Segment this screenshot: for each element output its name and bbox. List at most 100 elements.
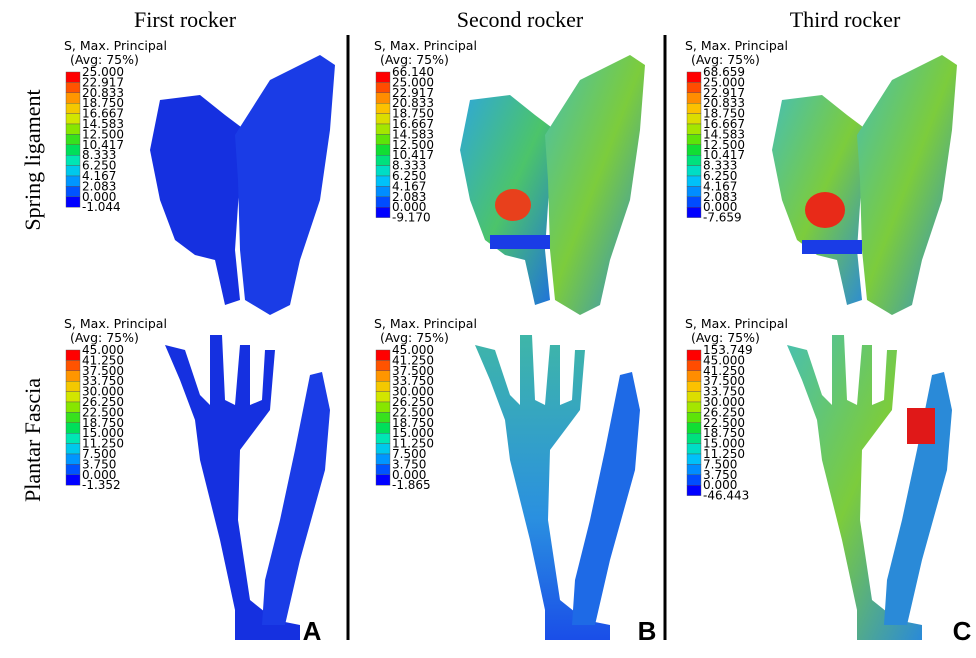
colorbar-band	[66, 103, 80, 113]
colorbar-band	[66, 134, 80, 144]
colorbar-band	[687, 207, 701, 217]
colorbar-band	[687, 412, 701, 422]
colorbar-band	[66, 444, 80, 454]
colorbar-band	[66, 350, 80, 360]
colorbar-band	[687, 423, 701, 433]
colorbar-band	[376, 423, 390, 433]
fascia-shape	[262, 372, 330, 625]
colorbar-band	[376, 392, 390, 402]
legend-title: S, Max. Principal	[685, 38, 788, 53]
colorbar-band	[376, 475, 390, 485]
figure: First rocker Second rocker Third rocker …	[0, 0, 976, 658]
colorbar-band	[66, 155, 80, 165]
legend-label: -1.352	[82, 478, 121, 492]
panel-letter: B	[638, 616, 657, 646]
colorbar-band	[687, 93, 701, 103]
ligament-shape	[545, 55, 645, 315]
stress-spot	[907, 408, 935, 444]
colorbar-band	[376, 371, 390, 381]
ligament-shape	[150, 95, 245, 305]
colorbar-band	[687, 166, 701, 176]
colorbar-band	[376, 186, 390, 196]
colorbar-band	[687, 114, 701, 124]
colorbar-band	[687, 381, 701, 391]
colorbar-band	[687, 371, 701, 381]
colorbar-band	[687, 485, 701, 495]
colorbar-band	[376, 93, 390, 103]
colorbar-band	[66, 433, 80, 443]
colorbar-band	[66, 360, 80, 370]
legend-label: -1.044	[82, 200, 121, 214]
colorbar-band	[376, 402, 390, 412]
colorbar-band	[66, 197, 80, 207]
colorbar-band	[66, 166, 80, 176]
colorbar-band	[66, 124, 80, 134]
colorbar-band	[66, 423, 80, 433]
colorbar-band	[66, 72, 80, 82]
colorbar-band	[376, 412, 390, 422]
column-title: Third rocker	[790, 7, 901, 32]
colorbar-band	[376, 134, 390, 144]
colorbar-band	[376, 454, 390, 464]
legend-label: -9.170	[392, 211, 431, 225]
colorbar-band	[376, 114, 390, 124]
colorbar-band	[66, 82, 80, 92]
column-title: Second rocker	[457, 7, 584, 32]
legend-title: S, Max. Principal	[64, 316, 167, 331]
colorbar-band	[687, 82, 701, 92]
colorbar-band	[376, 124, 390, 134]
stress-band	[490, 235, 550, 249]
colorbar-band	[687, 360, 701, 370]
colorbar-band	[687, 444, 701, 454]
colorbar-band	[66, 475, 80, 485]
legend-label: -1.865	[392, 478, 431, 492]
colorbar-band	[376, 166, 390, 176]
colorbar-band	[66, 454, 80, 464]
ligament-shape	[857, 55, 957, 315]
colorbar-band	[376, 155, 390, 165]
colorbar-band	[376, 464, 390, 474]
colorbar-band	[376, 197, 390, 207]
colorbar-band	[376, 360, 390, 370]
colorbar-band	[687, 186, 701, 196]
colorbar-band	[687, 197, 701, 207]
colorbar-band	[687, 134, 701, 144]
colorbar-band	[376, 207, 390, 217]
panel-c-fascia	[787, 335, 952, 640]
panel-b-ligament	[460, 55, 645, 315]
panel-letter: C	[953, 616, 972, 646]
colorbar-band	[376, 103, 390, 113]
fascia-shape	[572, 372, 640, 625]
colorbar-band	[66, 176, 80, 186]
row-label: Spring ligament	[20, 89, 45, 230]
colorbar-band	[376, 381, 390, 391]
colorbar-band	[66, 145, 80, 155]
legend-title: S, Max. Principal	[374, 38, 477, 53]
colorbar-band	[687, 124, 701, 134]
colorbar-band	[66, 114, 80, 124]
stress-spot	[495, 189, 531, 221]
colorbar-band	[66, 93, 80, 103]
panel-letter: A	[303, 616, 322, 646]
legend-title: S, Max. Principal	[64, 38, 167, 53]
colorbar-band	[376, 72, 390, 82]
legend-title: S, Max. Principal	[685, 316, 788, 331]
column-title: First rocker	[134, 7, 237, 32]
panel-c-ligament	[772, 55, 957, 315]
colorbar-band	[66, 392, 80, 402]
stress-band	[802, 240, 862, 254]
row-label: Plantar Fascia	[20, 378, 45, 502]
stress-spot	[805, 192, 845, 228]
colorbar-band	[687, 145, 701, 155]
colorbar-band	[687, 103, 701, 113]
colorbar-band	[687, 392, 701, 402]
colorbar-band	[66, 371, 80, 381]
ligament-shape	[235, 55, 335, 315]
colorbar-band	[687, 464, 701, 474]
colorbar-band	[376, 350, 390, 360]
colorbar-band	[376, 145, 390, 155]
colorbar-band	[687, 433, 701, 443]
colorbar-band	[687, 402, 701, 412]
legend-label: -7.659	[703, 211, 742, 225]
colorbar-band	[687, 350, 701, 360]
